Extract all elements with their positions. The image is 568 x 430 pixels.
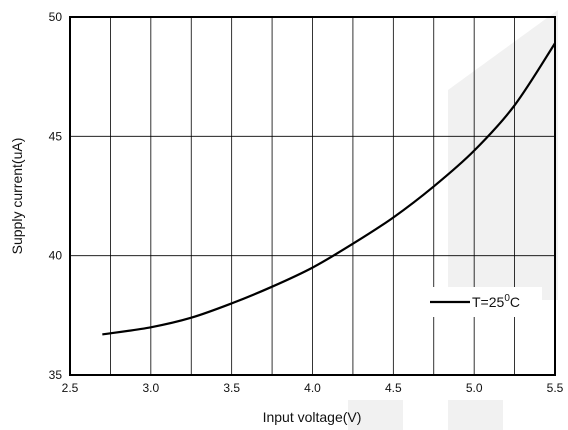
x-tick-label: 2.5 xyxy=(62,381,79,395)
x-tick-label: 5.0 xyxy=(466,381,483,395)
y-tick-label: 35 xyxy=(49,368,63,382)
y-axis-label: Supply current(uA) xyxy=(9,138,25,255)
legend: T=250C xyxy=(424,287,542,317)
x-axis-label: Input voltage(V) xyxy=(263,409,362,425)
x-tick-labels: 2.5 3.0 3.5 4.0 4.5 5.0 5.5 xyxy=(62,381,564,395)
y-tick-label: 40 xyxy=(49,249,63,263)
x-tick-label: 4.0 xyxy=(304,381,321,395)
x-tick-label: 3.5 xyxy=(223,381,240,395)
x-tick-label: 5.5 xyxy=(547,381,564,395)
x-tick-label: 4.5 xyxy=(385,381,402,395)
y-tick-labels: 35 40 45 50 xyxy=(49,10,63,382)
plot-frame xyxy=(69,16,556,376)
x-tick-label: 3.0 xyxy=(142,381,159,395)
y-tick-label: 50 xyxy=(49,10,63,24)
y-tick-label: 45 xyxy=(49,129,63,143)
legend-suffix: C xyxy=(510,294,520,310)
legend-superscript: 0 xyxy=(504,293,510,304)
series-line-t25 xyxy=(102,42,556,336)
legend-label: T=250C xyxy=(472,293,520,310)
background-watermark xyxy=(348,10,558,430)
